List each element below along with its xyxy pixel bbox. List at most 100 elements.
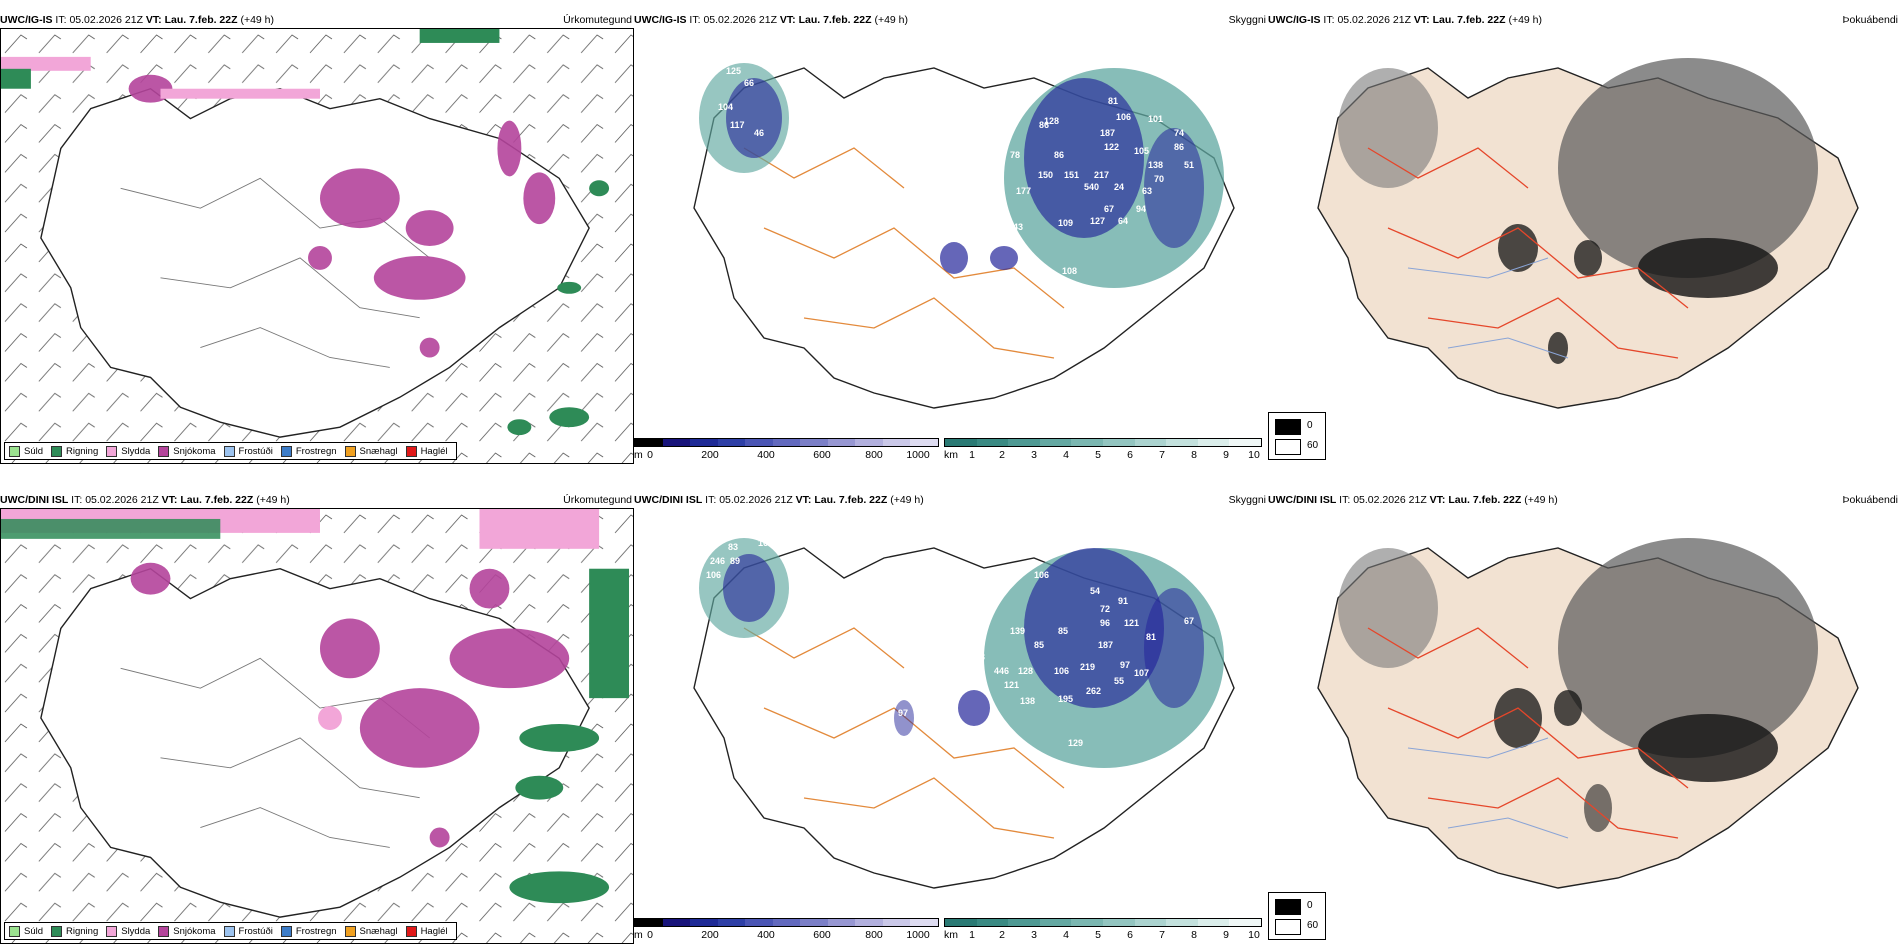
init-time-value: 05.02.2026 21Z bbox=[69, 14, 143, 26]
scale-cell bbox=[717, 919, 746, 926]
scale-tick: 1 bbox=[969, 449, 975, 461]
color-swatch-icon bbox=[1275, 419, 1301, 435]
visibility-scale-m: m 0 200 400 600 800 1000 bbox=[634, 438, 944, 462]
visibility-value: 262 bbox=[1086, 686, 1101, 696]
scale-tick: 2 bbox=[999, 929, 1005, 941]
legend-label: Haglél bbox=[420, 445, 448, 457]
visibility-value: 85 bbox=[1034, 640, 1044, 650]
scale-tick: 6 bbox=[1127, 929, 1133, 941]
legend-label: Frostúði bbox=[238, 445, 273, 457]
visibility-value: 150 bbox=[1038, 170, 1053, 180]
scale-cell bbox=[827, 919, 856, 926]
product-title: Úrkomutegund bbox=[563, 494, 632, 506]
visibility-value: 65 bbox=[962, 200, 972, 210]
scale-cell bbox=[800, 439, 828, 446]
visibility-value: 104 bbox=[718, 102, 733, 112]
scale-tick: 1000 bbox=[906, 449, 930, 461]
visibility-value: 66 bbox=[744, 78, 754, 88]
visibility-value: 187 bbox=[1098, 640, 1113, 650]
panel-header: UWC/IG-IS IT: 05.02.2026 21Z VT: Lau. 7.… bbox=[1268, 12, 1900, 28]
model-name: UWC/IG-IS bbox=[1268, 14, 1321, 26]
product-title: Þokuábendi bbox=[1842, 14, 1898, 26]
valid-time-value: Lau. 7.feb. 22Z bbox=[1432, 14, 1506, 26]
scale-tick: 4 bbox=[1063, 929, 1069, 941]
scale-cell bbox=[945, 439, 977, 446]
fog-legend: 0 60 bbox=[1268, 892, 1326, 940]
scale-tick: 800 bbox=[865, 449, 883, 461]
color-scale-cells bbox=[634, 918, 939, 927]
valid-time-label: VT: bbox=[1429, 494, 1446, 506]
color-swatch-icon bbox=[405, 925, 417, 937]
visibility-value: 108 bbox=[1062, 266, 1077, 276]
visibility-value: 64 bbox=[1118, 216, 1128, 226]
panel-precip-row2: UWC/DINI ISL IT: 05.02.2026 21Z VT: Lau.… bbox=[0, 492, 634, 944]
valid-time-value: Lau. 7.feb. 22Z bbox=[1448, 494, 1522, 506]
scale-tick: 1000 bbox=[906, 929, 930, 941]
visibility-value: 106 bbox=[886, 204, 901, 214]
scale-tick: 7 bbox=[1159, 929, 1165, 941]
legend-item: Haglél bbox=[405, 445, 448, 457]
scale-cell bbox=[1102, 919, 1135, 926]
legend-label: Snæhagl bbox=[359, 445, 398, 457]
visibility-value: 86 bbox=[1054, 150, 1064, 160]
valid-time-label: VT: bbox=[779, 14, 796, 26]
fog-map bbox=[1268, 508, 1900, 914]
scale-tick: 200 bbox=[701, 449, 719, 461]
visibility-value: 67 bbox=[1184, 616, 1194, 626]
visibility-scale-m: m 0 200 400 600 800 1000 bbox=[634, 918, 944, 942]
visibility-value: 91 bbox=[1118, 596, 1128, 606]
legend-item: Rigning bbox=[51, 925, 98, 937]
scale-cell bbox=[690, 439, 718, 446]
visibility-value: 106 bbox=[1054, 666, 1069, 676]
init-time-label: IT: bbox=[1323, 14, 1335, 26]
legend-item: Haglél bbox=[405, 925, 448, 937]
scale-unit: km bbox=[944, 449, 958, 461]
legend-item: Snæhagl bbox=[344, 925, 398, 937]
scale-unit: m bbox=[634, 449, 643, 461]
visibility-value: 222 bbox=[992, 200, 1007, 210]
lead-time: (+49 h) bbox=[1524, 494, 1558, 506]
scale-tick: 0 bbox=[647, 449, 653, 461]
scale-tick: 600 bbox=[813, 929, 831, 941]
init-time-value: 05.02.2026 21Z bbox=[1353, 494, 1427, 506]
visibility-value: 138 bbox=[1148, 160, 1163, 170]
visibility-value: 81 bbox=[1108, 96, 1118, 106]
visibility-value: 139 bbox=[1010, 626, 1025, 636]
visibility-value: 51 bbox=[1184, 160, 1194, 170]
visibility-value: 101 bbox=[1148, 114, 1163, 124]
scale-tick: 5 bbox=[1095, 929, 1101, 941]
visibility-value: 87 bbox=[1006, 102, 1016, 112]
scale-tick: 9 bbox=[1223, 449, 1229, 461]
scale-cell bbox=[1166, 439, 1198, 446]
scale-cell bbox=[690, 919, 718, 926]
visibility-value: 151 bbox=[1064, 170, 1079, 180]
scale-cell bbox=[1039, 919, 1072, 926]
valid-time-value: Lau. 7.feb. 22Z bbox=[180, 494, 254, 506]
visibility-map: 125 66 117 104 46 82 93 87 86 81 106 101… bbox=[634, 28, 1268, 434]
visibility-value-labels: 125 66 117 104 46 82 93 87 86 81 106 101… bbox=[718, 66, 1194, 276]
visibility-value: 63 bbox=[1142, 186, 1152, 196]
scale-ticks: 1 2 3 4 5 6 7 8 9 10 bbox=[944, 929, 1262, 941]
scale-tick: 10 bbox=[1248, 449, 1260, 461]
color-swatch-icon bbox=[344, 925, 356, 937]
panel-visibility-row1: UWC/IG-IS IT: 05.02.2026 21Z VT: Lau. 7.… bbox=[634, 12, 1268, 464]
legend-item: Frostúði bbox=[223, 925, 273, 937]
color-swatch-icon bbox=[223, 445, 235, 457]
lead-time: (+49 h) bbox=[890, 494, 924, 506]
visibility-map: 83 89 246 106 165 106 54 72 96 121 81 67… bbox=[634, 508, 1268, 914]
visibility-value: 54 bbox=[1090, 586, 1100, 596]
scale-unit: km bbox=[944, 929, 958, 941]
visibility-value: 165 bbox=[758, 538, 773, 548]
visibility-value: 127 bbox=[1090, 216, 1105, 226]
visibility-value: 78 bbox=[1010, 150, 1020, 160]
scale-cell bbox=[1134, 919, 1167, 926]
scale-cell bbox=[827, 439, 856, 446]
scale-tick: 600 bbox=[813, 449, 831, 461]
scale-cell bbox=[1039, 439, 1072, 446]
legend-item: Súld bbox=[9, 445, 43, 457]
color-swatch-icon bbox=[51, 445, 63, 457]
color-swatch-icon bbox=[1275, 899, 1301, 915]
color-swatch-icon bbox=[9, 925, 20, 937]
legend-label: Frostúði bbox=[238, 925, 273, 937]
color-swatch-icon bbox=[223, 925, 235, 937]
